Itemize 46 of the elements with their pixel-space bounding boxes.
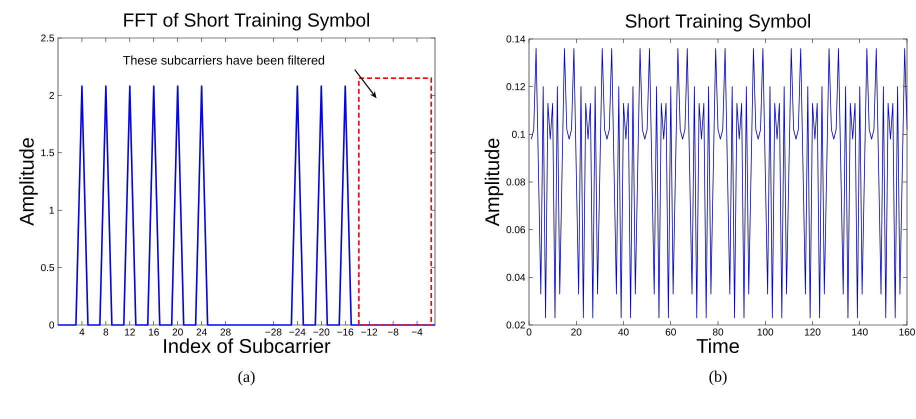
y-tick-label: 0.04 bbox=[506, 274, 526, 281]
x-axis-title: Index of Subcarrier bbox=[164, 338, 330, 354]
y-tick-label: 0.5 bbox=[41, 264, 54, 272]
x-tick-label: 4 bbox=[79, 328, 84, 336]
y-axis-title: Amplitude bbox=[19, 138, 38, 226]
y-axis-title: Amplitude bbox=[484, 138, 504, 226]
y-tick-label: 1.5 bbox=[41, 149, 54, 156]
line-series bbox=[530, 48, 908, 318]
x-tick-label: 28 bbox=[220, 328, 231, 336]
y-tick-label: 0.06 bbox=[506, 226, 526, 234]
y-tick-label: 0.08 bbox=[506, 178, 526, 186]
x-tick-label: 160 bbox=[899, 328, 915, 336]
x-tick-label: −12 bbox=[361, 328, 378, 336]
y-tick-label: 0.12 bbox=[506, 83, 525, 90]
y-tick-label: 2 bbox=[49, 92, 54, 99]
y-tick-label: 2.5 bbox=[41, 34, 54, 42]
x-tick-label: 12 bbox=[125, 328, 135, 336]
annotation: These subcarriers have been filtered bbox=[123, 56, 324, 65]
x-tick-label: 140 bbox=[852, 328, 868, 336]
x-tick-label: 0 bbox=[526, 328, 532, 336]
x-tick-label: −24 bbox=[289, 328, 306, 336]
y-tick-label: 0 bbox=[49, 321, 54, 329]
x-tick-label: 24 bbox=[196, 328, 207, 336]
y-tick-label: 0.14 bbox=[506, 35, 526, 43]
y-tick-label: 1 bbox=[50, 206, 54, 214]
text: (b) bbox=[709, 370, 727, 386]
text: (a) bbox=[238, 370, 255, 386]
x-axis-title: Time bbox=[696, 338, 739, 354]
x-tick-label: 120 bbox=[804, 328, 820, 336]
x-tick-label: 16 bbox=[148, 328, 159, 336]
x-tick-label: 8 bbox=[104, 328, 108, 336]
x-tick-label: 20 bbox=[172, 328, 183, 336]
x-tick-label: 20 bbox=[571, 328, 582, 336]
y-tick-label: 0.1 bbox=[512, 130, 526, 138]
y-tick-label: 0.02 bbox=[506, 321, 525, 329]
x-tick-label: 60 bbox=[666, 328, 676, 336]
x-tick-label: −28 bbox=[265, 328, 282, 336]
x-tick-label: 80 bbox=[712, 328, 724, 336]
chart-title: FFT of Short Training Symbol bbox=[124, 12, 369, 30]
x-tick-label: −16 bbox=[337, 328, 354, 336]
x-tick-label: 40 bbox=[618, 328, 629, 336]
x-tick-label: 100 bbox=[758, 328, 774, 336]
chart-title: Short Training Symbol bbox=[626, 14, 810, 32]
x-tick-label: −8 bbox=[388, 328, 398, 336]
x-tick-label: −4 bbox=[412, 328, 422, 336]
x-tick-label: −20 bbox=[313, 328, 330, 336]
